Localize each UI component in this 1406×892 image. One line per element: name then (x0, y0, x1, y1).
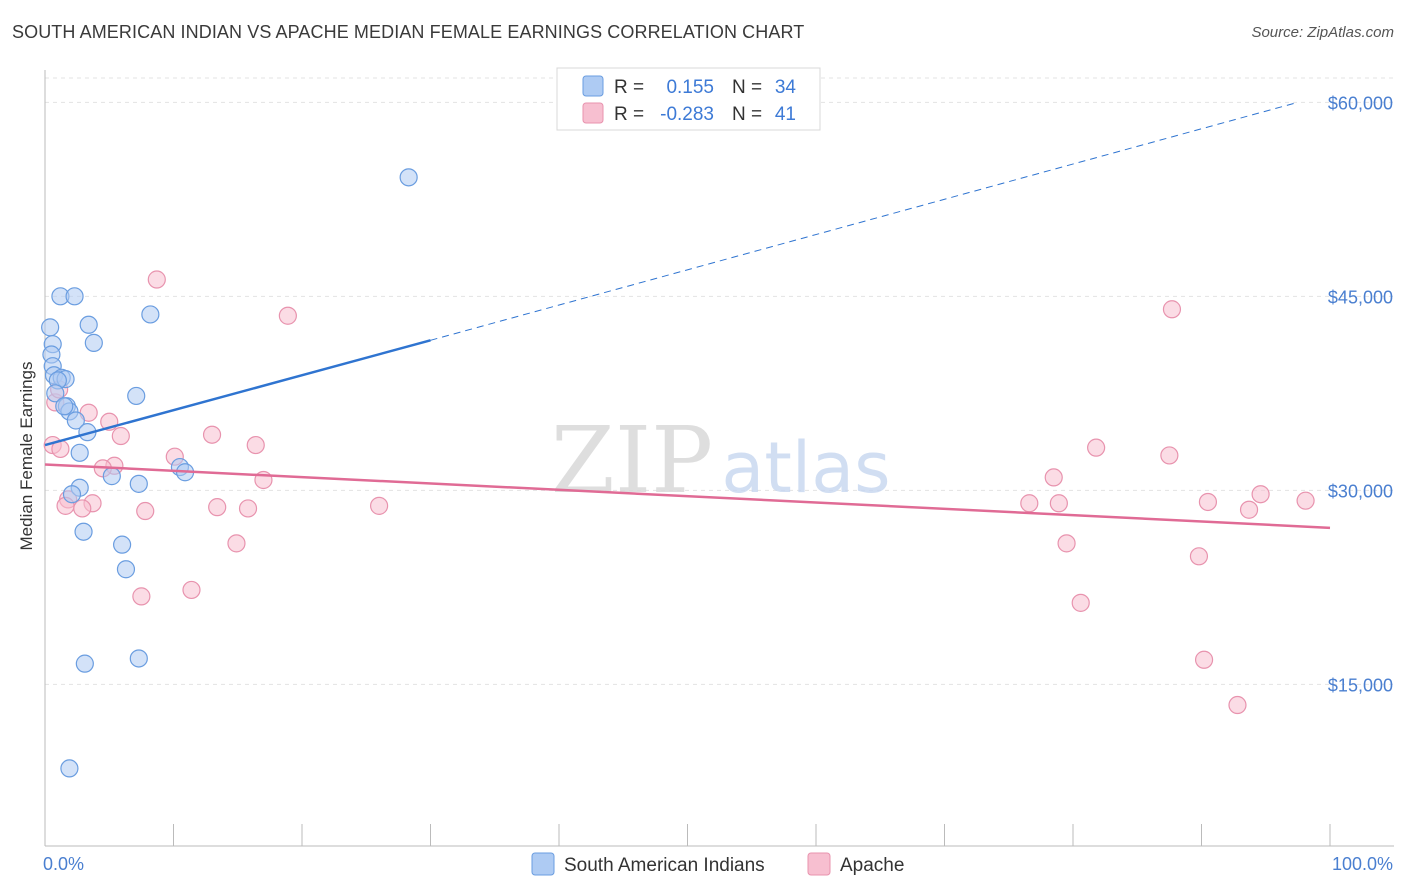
x-tick-label-0: 0.0% (43, 854, 84, 874)
sai-point-30 (116, 560, 136, 579)
series-label-blue: South American Indians (564, 855, 765, 876)
apache-point-0 (147, 270, 166, 289)
sai-point-7 (84, 333, 103, 352)
trend-lines (44, 101, 1331, 530)
sai-point-18 (55, 397, 74, 416)
apache-points (43, 270, 1315, 715)
correlation-legend: R = 0.155 N = 34 R = -0.283 N = 41 (556, 67, 821, 131)
apache-point-38 (1071, 593, 1090, 612)
apache-point-22 (73, 499, 92, 518)
apache-point-31 (1296, 491, 1315, 510)
series-swatch-pink (807, 852, 831, 876)
apache-point-2 (1162, 300, 1182, 319)
apache-point-23 (136, 501, 155, 521)
y-tick-label-0: $15,000 (1328, 675, 1393, 695)
apache-point-36 (132, 587, 151, 606)
apache-point-18 (1044, 468, 1063, 487)
legend-r-label-1: R = (614, 77, 644, 98)
apache-point-39 (1194, 650, 1214, 669)
watermark-zip: ZIP (551, 407, 713, 514)
sai-point-0 (399, 168, 418, 187)
sai-point-21 (70, 443, 89, 462)
apache-point-28 (1049, 494, 1068, 513)
apache-point-35 (1189, 547, 1209, 566)
apache-point-40 (1228, 695, 1247, 715)
sai-point-3 (41, 318, 60, 337)
y-axis-label: Median Female Earnings (17, 362, 36, 551)
sai-point-19 (66, 411, 85, 430)
south-american-indians-points (41, 168, 418, 778)
y-tick-label-2: $45,000 (1328, 287, 1393, 307)
apache-point-37 (182, 580, 201, 600)
gridlines (45, 77, 1394, 685)
apache-point-8 (202, 425, 222, 444)
apache-point-25 (238, 499, 258, 518)
sai-point-14 (46, 384, 65, 403)
sai-point-29 (112, 535, 132, 554)
sai-point-28 (74, 522, 93, 541)
series-label-pink: Apache (840, 855, 904, 876)
legend-swatch-blue (582, 75, 604, 97)
sai-point-5 (141, 305, 160, 324)
series-swatch-blue (531, 852, 555, 876)
apache-point-9 (246, 435, 265, 455)
apache-point-12 (1087, 438, 1106, 457)
legend-n-value-2: 41 (775, 104, 796, 125)
legend-n-label-1: N = (732, 77, 762, 98)
legend-n-value-1: 34 (775, 77, 797, 98)
sai-point-4 (79, 315, 98, 334)
watermark-atlas: atlas (721, 427, 890, 509)
apache-point-27 (1020, 494, 1039, 513)
sai-point-33 (60, 759, 79, 778)
series-legend: South American Indians Apache (531, 852, 904, 876)
sai-point-31 (75, 654, 94, 673)
apache-point-26 (370, 496, 389, 515)
source-credit: Source: ZipAtlas.com (1251, 24, 1394, 41)
apache-point-24 (208, 498, 227, 517)
apache-point-1 (278, 306, 297, 325)
y-tick-label-1: $30,000 (1328, 481, 1393, 501)
apache-point-7 (111, 426, 130, 446)
legend-r-value-1: 0.155 (666, 77, 714, 98)
watermark: ZIP atlas (551, 407, 891, 514)
legend-swatch-pink (582, 102, 604, 124)
y-tick-labels: $15,000 $30,000 $45,000 $60,000 (1328, 93, 1393, 695)
sai-point-24 (102, 467, 121, 486)
legend-r-value-2: -0.283 (660, 104, 714, 125)
apache-point-33 (227, 534, 246, 553)
x-tick-label-1: 100.0% (1332, 854, 1393, 874)
legend-r-label-2: R = (614, 104, 644, 125)
sai-point-2 (65, 287, 84, 306)
axes (44, 70, 1394, 847)
sai-trend-extension (430, 101, 1299, 341)
apache-point-30 (1251, 485, 1270, 504)
y-tick-label-3: $60,000 (1328, 93, 1393, 113)
sai-trend-line (44, 339, 431, 447)
legend-n-label-2: N = (732, 104, 762, 125)
apache-trend-line (44, 463, 1331, 530)
sai-point-32 (129, 649, 148, 668)
apache-point-29 (1198, 492, 1218, 512)
sai-point-27 (62, 485, 82, 504)
chart-title: SOUTH AMERICAN INDIAN VS APACHE MEDIAN F… (12, 22, 805, 42)
apache-point-13 (1160, 446, 1179, 465)
sai-point-15 (127, 386, 146, 406)
apache-point-34 (1057, 534, 1076, 553)
apache-point-32 (1239, 500, 1259, 519)
sai-point-25 (129, 474, 148, 493)
x-tick-labels: 0.0% 100.0% (43, 854, 1393, 874)
